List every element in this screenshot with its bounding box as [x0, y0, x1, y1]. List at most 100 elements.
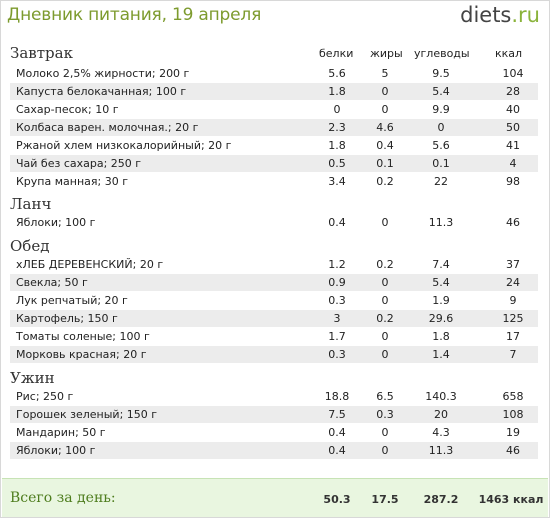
kcal-value: 125: [502, 312, 524, 325]
carbs-value: 11.3: [428, 444, 454, 457]
table-row: Рис; 250 г 18.8 6.5 140.3 658: [10, 388, 538, 405]
total-kcal: 1463 ккал: [478, 493, 544, 506]
food-name: Свекла; 50 г: [16, 276, 88, 289]
kcal-value: 658: [502, 390, 524, 403]
fat-value: 0: [381, 330, 389, 343]
fat-value: 0.1: [376, 157, 394, 170]
table-row: Томаты соленые; 100 г 1.7 0 1.8 17: [10, 328, 538, 345]
carbs-value: 4.3: [432, 426, 450, 439]
fat-value: 4.6: [376, 121, 394, 134]
meal-title-breakfast: Завтрак: [10, 44, 73, 62]
fat-value: 0: [381, 85, 389, 98]
carbs-value: 11.3: [428, 216, 454, 229]
carbs-value: 9.9: [432, 103, 450, 116]
totals-label: Всего за день:: [10, 490, 116, 506]
kcal-value: 41: [506, 139, 520, 152]
protein-value: 1.2: [328, 258, 346, 271]
table-row: Картофель; 150 г 3 0.2 29.6 125: [10, 310, 538, 327]
kcal-value: 40: [506, 103, 520, 116]
kcal-value: 46: [506, 444, 520, 457]
kcal-value: 50: [506, 121, 520, 134]
fat-value: 0.4: [376, 139, 394, 152]
food-name: Яблоки; 100 г: [16, 444, 96, 457]
table-row: Горошек зеленый; 150 г 7.5 0.3 20 108: [10, 406, 538, 423]
carbs-value: 7.4: [432, 258, 450, 271]
total-carbs: 287.2: [423, 493, 459, 506]
food-name: Морковь красная; 20 г: [16, 348, 147, 361]
food-name: Лук репчатый; 20 г: [16, 294, 128, 307]
carbs-value: 1.9: [432, 294, 450, 307]
protein-value: 0.3: [328, 348, 346, 361]
kcal-value: 28: [506, 85, 520, 98]
table-row: хЛЕБ ДЕРЕВЕНСКИЙ; 20 г 1.2 0.2 7.4 37: [10, 256, 538, 273]
food-name: Горошек зеленый; 150 г: [16, 408, 158, 421]
total-fat: 17.5: [371, 493, 399, 506]
table-row: Молоко 2,5% жирности; 200 г 5.6 5 9.5 104: [10, 65, 538, 82]
protein-value: 1.8: [328, 139, 346, 152]
fat-value: 0.2: [376, 312, 394, 325]
food-name: Ржаной хлем низкокалорийный; 20 г: [16, 139, 232, 152]
table-row: Колбаса варен. молочная.; 20 г 2.3 4.6 0 50: [10, 119, 538, 136]
food-name: Томаты соленые; 100 г: [16, 330, 150, 343]
site-logo[interactable]: diets.ru: [460, 3, 540, 27]
carbs-value: 9.5: [432, 67, 450, 80]
food-name: Колбаса варен. молочная.; 20 г: [16, 121, 199, 134]
carbs-value: 29.6: [428, 312, 454, 325]
column-header-protein: белки: [319, 47, 354, 60]
carbs-value: 5.4: [432, 85, 450, 98]
column-header-carbs: углеводы: [414, 47, 470, 60]
protein-value: 5.6: [328, 67, 346, 80]
protein-value: 0.9: [328, 276, 346, 289]
protein-value: 1.8: [328, 85, 346, 98]
protein-value: 0.4: [328, 216, 346, 229]
fat-value: 0: [381, 216, 389, 229]
food-name: Сахар-песок; 10 г: [16, 103, 119, 116]
table-row: Сахар-песок; 10 г 0 0 9.9 40: [10, 101, 538, 118]
protein-value: 7.5: [328, 408, 346, 421]
fat-value: 0: [381, 348, 389, 361]
table-row: Яблоки; 100 г 0.4 0 11.3 46: [10, 214, 538, 231]
totals-footer: Всего за день: 50.3 17.5 287.2 1463 ккал: [2, 478, 548, 517]
kcal-value: 4: [509, 157, 517, 170]
kcal-value: 9: [509, 294, 517, 307]
table-row: Лук репчатый; 20 г 0.3 0 1.9 9: [10, 292, 538, 309]
kcal-value: 98: [506, 175, 520, 188]
protein-value: 0: [333, 103, 341, 116]
food-name: Картофель; 150 г: [16, 312, 118, 325]
table-row: Мандарин; 50 г 0.4 0 4.3 19: [10, 424, 538, 441]
carbs-value: 22: [434, 175, 448, 188]
carbs-value: 5.6: [432, 139, 450, 152]
header: Дневник питания, 19 апреля diets.ru: [0, 0, 550, 36]
carbs-value: 5.4: [432, 276, 450, 289]
carbs-value: 140.3: [425, 390, 457, 403]
table-row: Чай без сахара; 250 г 0.5 0.1 0.1 4: [10, 155, 538, 172]
logo-main: diets: [460, 3, 512, 27]
food-name: хЛЕБ ДЕРЕВЕНСКИЙ; 20 г: [16, 258, 164, 271]
column-header-fat: жиры: [370, 47, 403, 60]
kcal-value: 104: [502, 67, 524, 80]
protein-value: 2.3: [328, 121, 346, 134]
table-row: Морковь красная; 20 г 0.3 0 1.4 7: [10, 346, 538, 363]
meal-title-lunch: Ланч: [10, 195, 52, 213]
meal-title-obed: Обед: [10, 237, 50, 255]
kcal-value: 24: [506, 276, 520, 289]
food-name: Капуста белокачанная; 100 г: [16, 85, 187, 98]
table-row: Свекла; 50 г 0.9 0 5.4 24: [10, 274, 538, 291]
protein-value: 0.4: [328, 444, 346, 457]
fat-value: 5: [381, 67, 389, 80]
carbs-value: 20: [434, 408, 448, 421]
kcal-value: 108: [502, 408, 524, 421]
food-name: Крупа манная; 30 г: [16, 175, 128, 188]
fat-value: 6.5: [376, 390, 394, 403]
carbs-value: 0: [437, 121, 445, 134]
kcal-value: 17: [506, 330, 520, 343]
protein-value: 3.4: [328, 175, 346, 188]
meal-title-uzhin: Ужин: [10, 369, 55, 387]
table-row: Капуста белокачанная; 100 г 1.8 0 5.4 28: [10, 83, 538, 100]
fat-value: 0.3: [376, 408, 394, 421]
protein-value: 0.3: [328, 294, 346, 307]
table-row: Ржаной хлем низкокалорийный; 20 г 1.8 0.4 5…: [10, 137, 538, 154]
kcal-value: 7: [509, 348, 517, 361]
carbs-value: 0.1: [432, 157, 450, 170]
total-protein: 50.3: [323, 493, 351, 506]
